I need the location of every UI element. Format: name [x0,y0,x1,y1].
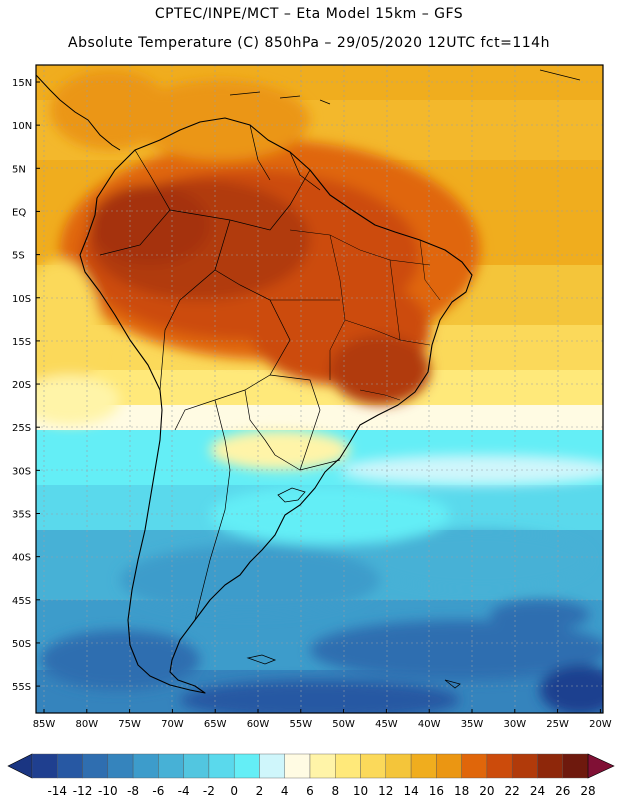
lat-tick-label: 55S [12,682,31,693]
colorbar-label: 4 [281,784,289,798]
colorbar-label: 28 [580,784,595,798]
colorbar-label: 2 [256,784,264,798]
lat-tick-label: 5N [12,164,26,175]
colorbar-swatch [511,753,538,779]
colorbar-label: -8 [127,784,139,798]
colorbar-swatch [57,753,83,779]
colorbar-label: -14 [47,784,67,798]
lat-tick-label: 10N [12,121,32,132]
lat-tick-label: 15S [12,337,31,348]
lon-tick-label: 70W [161,719,184,730]
colorbar-swatch [132,753,159,779]
map-frame [35,64,604,714]
lat-tick-label: 25S [12,423,31,434]
colorbar-swatch [82,753,109,779]
colorbar-swatch [183,753,210,779]
colorbar-swatch [562,753,589,779]
lat-tick-label: 5S [12,251,25,262]
colorbar-swatch [284,753,311,779]
south-georgia [444,679,461,689]
lon-tick-label: 20W [589,719,612,730]
rio-de-la-plata [277,487,306,503]
state-borders [270,229,441,401]
colorbar-label: 12 [378,784,393,798]
colorbar-swatch [385,753,412,779]
colorbar-over-arrow [587,753,615,779]
colorbar-swatch [410,753,437,779]
lat-tick-label: 15N [12,78,32,89]
lon-tick-label: 60W [247,719,270,730]
colorbar-label: 10 [353,784,368,798]
lat-tick-label: 35S [12,510,31,521]
colorbar-swatch [31,753,58,779]
colorbar-label: 14 [403,784,418,798]
colorbar-swatch [436,753,462,779]
colorbar-swatch [461,753,488,779]
lat-tick-label: 10S [12,294,31,305]
colorbar-label: 0 [230,784,238,798]
colorbar-under-arrow [7,753,33,779]
lon-tick-label: 25W [546,719,569,730]
temperature-field [36,65,603,713]
lon-tick-label: 80W [75,719,98,730]
colorbar-label: 18 [454,784,469,798]
lon-tick-label: 50W [332,719,355,730]
latitude-axis: 15N 10N 5N EQ 5S 10S 15S 20S 25S 30S 35S 40S 45S 50S 5… [12,78,40,693]
colorbar-swatch [158,753,184,779]
colorbar-label: 26 [555,784,570,798]
lon-tick-label: 75W [118,719,141,730]
colorbar-label: 20 [479,784,494,798]
title-line-1: CPTEC/INPE/MCT – Eta Model 15km – GFS [154,6,464,22]
lon-tick-label: 55W [289,719,312,730]
lon-tick-label: 45W [375,719,398,730]
colorbar-label: 16 [429,784,444,798]
colorbar-swatch [208,753,235,779]
colorbar-label: 8 [331,784,339,798]
graticule [36,65,603,713]
lat-tick-label: 30S [12,466,31,477]
colorbar-label: -6 [152,784,164,798]
lon-tick-label: 40W [418,719,441,730]
colorbar-label: -2 [203,784,215,798]
lat-tick-label: 20S [12,380,31,391]
colorbar-label: 24 [530,784,545,798]
lat-tick-label: 45S [12,596,31,607]
title-line-2: Absolute Temperature (C) 850hPa – 29/05/… [68,35,550,51]
lon-tick-label: 30W [503,719,526,730]
colorbar-swatch [360,753,387,779]
falkland-islands [246,654,277,665]
south-america-coastline [79,117,473,694]
lon-tick-label: 65W [204,719,227,730]
colorbar-label: -12 [73,784,93,798]
lon-tick-label: 35W [461,719,484,730]
colorbar-label: -4 [178,784,190,798]
caribbean-islands [229,69,581,105]
colorbar-label: 6 [306,784,314,798]
colorbar-swatch [486,753,513,779]
lat-tick-label: 40S [12,553,31,564]
central-america-coastline [36,74,121,151]
colorbar-swatch [259,753,285,779]
lon-tick-label: 85W [33,719,56,730]
colorbar-swatch [309,753,336,779]
lat-tick-label: EQ [12,207,26,218]
longitude-axis: 85W 80W 75W 70W 65W 60W 55W 50W 45W 40W 35W 30W 25W 2… [33,709,612,730]
lat-tick-label: 50S [12,639,31,650]
colorbar-swatch [233,753,260,779]
colorbar-swatch [107,753,134,779]
colorbar-label: -10 [98,784,118,798]
colorbar: -14 -12 -10 -8 -6 -4 -2 0 2 4 6 8 10 12 14 16 18 20 22 24 26… [7,753,615,798]
temperature-blobs [36,70,603,713]
country-borders [99,124,341,621]
colorbar-swatch [335,753,361,779]
colorbar-swatch [537,753,563,779]
colorbar-label: 22 [505,784,520,798]
